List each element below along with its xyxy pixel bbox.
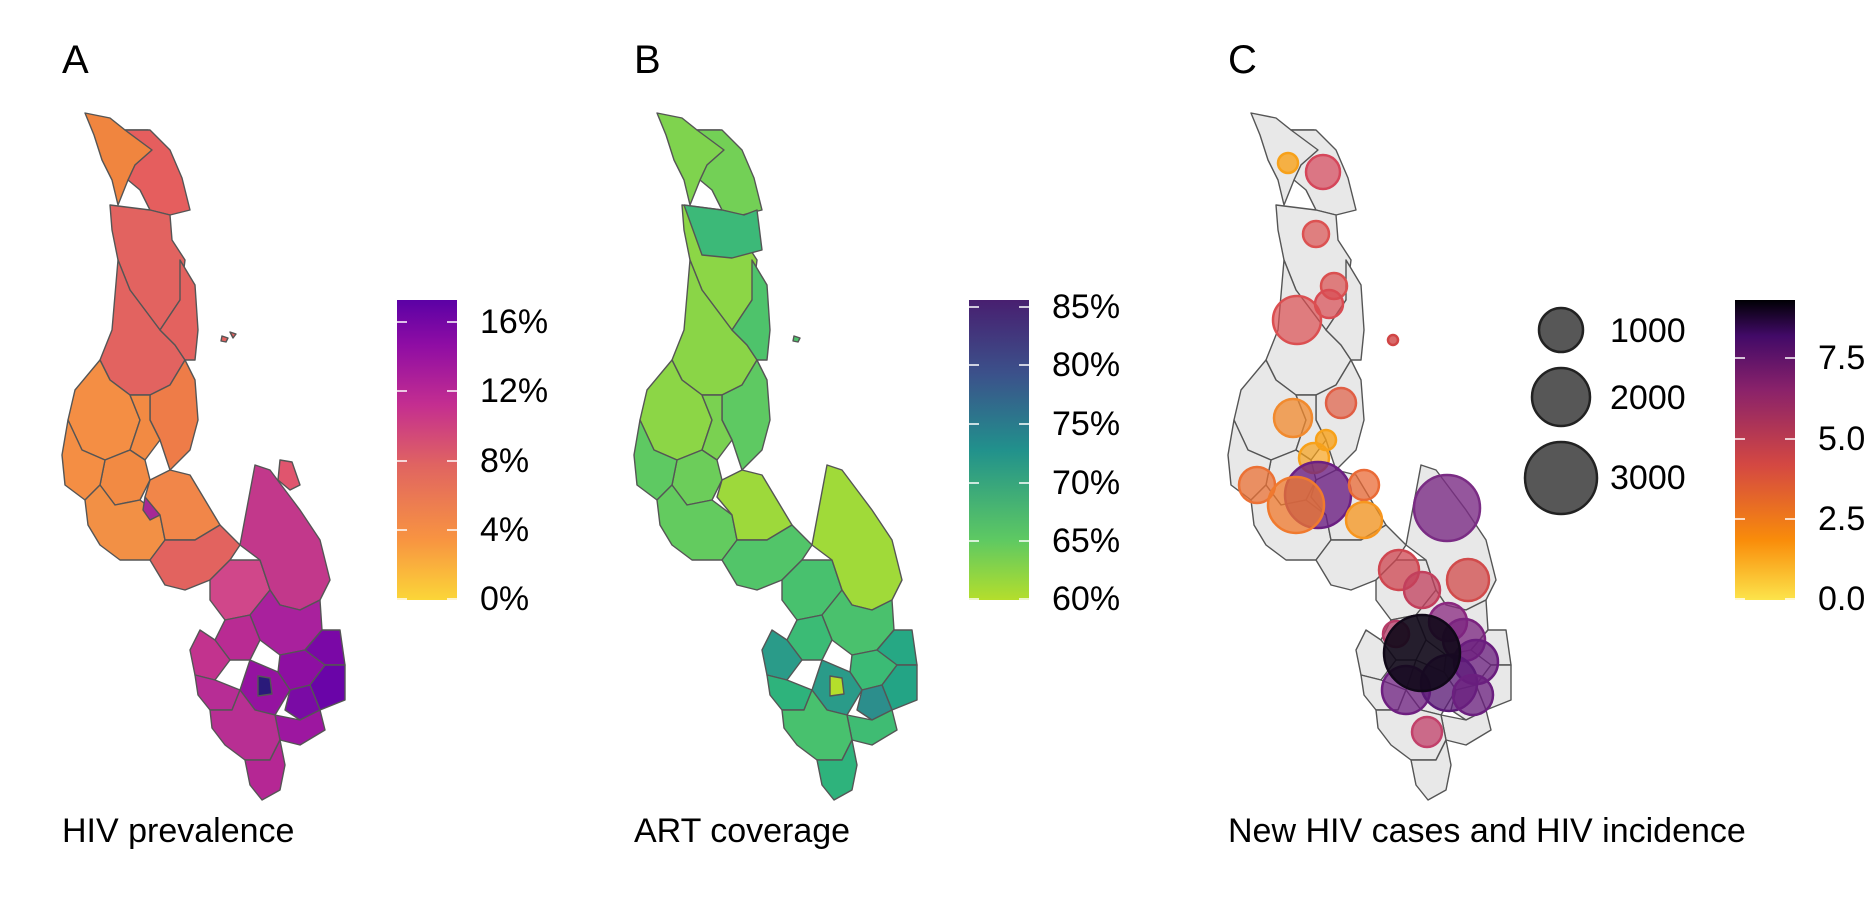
panel-caption: New HIV cases and HIV incidence [1228, 812, 1746, 850]
case-bubble [1410, 715, 1444, 749]
colorbar-tick-label: 85% [1052, 288, 1121, 326]
district-blantyre-city [829, 675, 845, 697]
case-bubble [1344, 500, 1384, 540]
case-bubble [1304, 153, 1342, 191]
panel-letter: B [634, 38, 661, 82]
size-legend-circle-3000 [1523, 440, 1599, 516]
colorbar-tick-label: 0.0 [1818, 580, 1866, 618]
size-legend-label: 1000 [1610, 312, 1686, 350]
case-bubble [1271, 294, 1323, 346]
district-ntchisi [701, 394, 733, 461]
district-lake-area-east [277, 459, 301, 491]
case-bubble [1382, 613, 1462, 693]
case-bubble [1451, 673, 1495, 717]
colorbar-tick-label: 7.5 [1818, 339, 1866, 377]
malawi-map-incidence-bubbles [1227, 112, 1512, 801]
colorbar-gradient [397, 300, 457, 600]
district-likoma [220, 335, 229, 343]
colorbar-incidence [1735, 300, 1795, 600]
size-legend-label: 3000 [1610, 459, 1686, 497]
size-legend [1523, 306, 1599, 516]
case-bubble [1402, 570, 1442, 610]
colorbar-tick-label: 60% [1052, 580, 1121, 618]
case-bubble [1276, 151, 1300, 175]
district-blantyre-city [257, 675, 273, 697]
colorbar-tick-label: 65% [1052, 522, 1121, 560]
colorbar-gradient [1735, 300, 1795, 600]
colorbar-prevalence [397, 300, 457, 600]
case-bubble [1301, 219, 1331, 249]
malawi-map-prevalence [61, 112, 346, 801]
district-machinga [249, 589, 323, 656]
colorbar-gradient [969, 300, 1029, 600]
case-bubble [1386, 333, 1400, 347]
colorbar-tick-label: 12% [480, 372, 549, 410]
district-ntchisi [129, 394, 161, 461]
panel-c: C [1166, 0, 1875, 900]
colorbar-tick-label: 5.0 [1818, 420, 1866, 458]
district-dedza [721, 524, 813, 591]
colorbar-tick-label: 0% [480, 580, 530, 618]
panel-b: B [572, 0, 1172, 900]
district-mwanza [194, 674, 241, 711]
panel-caption: ART coverage [634, 812, 851, 850]
panel-letter: A [62, 38, 89, 82]
district-machinga [821, 589, 895, 656]
malawi-map-art-coverage [633, 112, 918, 801]
colorbar-tick-label: 2.5 [1818, 500, 1866, 538]
colorbar-tick-label: 70% [1052, 464, 1121, 502]
panel-a: A [0, 0, 600, 900]
size-legend-circle-1000 [1537, 306, 1585, 354]
colorbar-art-coverage [969, 300, 1029, 600]
district-dedza [149, 524, 241, 591]
district-nsanje [1410, 739, 1452, 801]
district-lake-island [229, 331, 237, 339]
district-nsanje [816, 739, 858, 801]
case-bubble [1445, 557, 1491, 603]
district-rumphi-north [683, 204, 763, 259]
case-bubble [1412, 473, 1482, 543]
colorbar-tick-label: 80% [1052, 346, 1121, 384]
size-legend-circle-2000 [1530, 366, 1592, 428]
district-phalombe [304, 629, 346, 666]
colorbar-tick-label: 8% [480, 442, 530, 480]
colorbar-tick-label: 75% [1052, 405, 1121, 443]
panel-caption: HIV prevalence [62, 812, 295, 850]
district-mwanza [766, 674, 813, 711]
case-bubble [1272, 397, 1314, 439]
district-likoma [792, 335, 801, 343]
district-phalombe [876, 629, 918, 666]
panel-letter: C [1228, 38, 1257, 82]
case-bubble [1266, 475, 1326, 535]
size-legend-label: 2000 [1610, 379, 1686, 417]
case-bubble [1347, 468, 1381, 502]
colorbar-tick-label: 4% [480, 511, 530, 549]
colorbar-tick-label: 16% [480, 303, 549, 341]
case-bubble [1324, 386, 1358, 420]
district-nsanje [244, 739, 286, 801]
